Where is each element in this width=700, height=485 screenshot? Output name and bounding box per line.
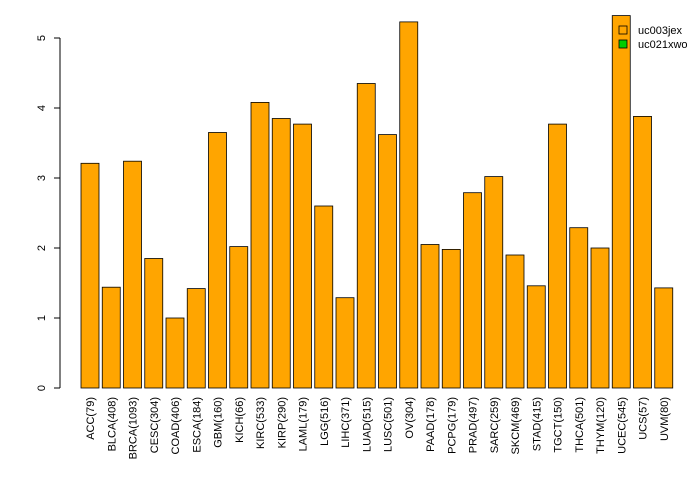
bar-LAML(179)	[293, 123, 312, 389]
bar-KICH(66)	[229, 246, 249, 389]
x-tick-label: CESC(304)	[149, 397, 161, 453]
x-tick-label: OV(304)	[404, 397, 416, 439]
x-tick-label: KICH(66)	[234, 397, 246, 443]
y-tick-label: 3	[36, 175, 48, 181]
x-tick-label: UVM(80)	[659, 397, 671, 441]
bar-COAD(406)	[165, 317, 185, 389]
x-tick-label: LUAD(515)	[361, 397, 373, 452]
legend-swatch	[618, 39, 628, 49]
x-tick-labels: ACC(79) BLCA(408) BRCA(1093) CESC(304) COAD(…	[85, 397, 671, 459]
x-tick-label: THCA(501)	[574, 397, 586, 453]
x-tick-label: SKCM(469)	[510, 397, 522, 454]
y-axis: 0 1 2 3 4 5	[36, 35, 61, 391]
legend-label: uc021xwo	[638, 39, 688, 51]
bar-UVM(80)	[654, 287, 674, 389]
x-tick-label: UCEC(545)	[616, 397, 628, 454]
bars	[80, 15, 674, 389]
x-tick-label: BRCA(1093)	[128, 397, 140, 459]
legend: uc003jex uc021xwo	[618, 25, 688, 51]
bar-GBM(160)	[208, 132, 227, 389]
y-tick-label: 1	[36, 315, 48, 321]
bar-STAD(415)	[526, 285, 546, 389]
x-tick-label: PAAD(178)	[425, 397, 437, 452]
bar-CESC(304)	[144, 258, 164, 389]
x-tick-label: COAD(406)	[170, 397, 182, 454]
bar-KIRC(533)	[250, 102, 270, 389]
bar-THCA(501)	[569, 227, 589, 389]
x-tick-label: ESCA(184)	[191, 397, 203, 453]
bar-UCS(57)	[633, 116, 652, 389]
x-tick-label: LUSC(501)	[383, 397, 395, 452]
bar-PCPG(179)	[441, 248, 461, 389]
legend-swatch	[618, 25, 628, 35]
x-tick-label: ACC(79)	[85, 397, 97, 440]
bar-BLCA(408)	[101, 286, 121, 389]
bar-KIRP(290)	[271, 118, 291, 389]
x-tick-label: LGG(516)	[319, 397, 331, 446]
x-tick-label: STAD(415)	[531, 397, 543, 451]
x-tick-label: BLCA(408)	[106, 397, 118, 451]
bar-LGG(516)	[314, 205, 334, 389]
x-tick-label: THYM(120)	[595, 397, 607, 454]
x-tick-label: SARC(259)	[489, 397, 501, 453]
bar-SKCM(469)	[505, 254, 525, 389]
y-tick-label: 5	[36, 35, 48, 41]
bar-LUSC(501)	[378, 134, 397, 389]
x-tick-label: KIRC(533)	[255, 397, 267, 449]
x-tick-label: UCS(57)	[638, 397, 650, 440]
bar-BRCA(1093)	[123, 160, 142, 389]
bar-SARC(259)	[484, 176, 504, 389]
x-tick-label: LIHC(371)	[340, 397, 352, 448]
legend-label: uc003jex	[638, 25, 683, 37]
y-tick-label: 4	[36, 105, 48, 111]
x-tick-label: KIRP(290)	[276, 397, 288, 448]
bar-PRAD(497)	[463, 192, 482, 389]
x-tick-label: LAML(179)	[298, 397, 310, 451]
bar-UCEC(545)	[611, 15, 631, 389]
bar-LIHC(371)	[335, 297, 355, 389]
x-tick-label: TGCT(150)	[553, 397, 565, 453]
y-tick-label: 0	[36, 385, 48, 391]
bar-LUAD(515)	[356, 83, 376, 389]
bar-OV(304)	[399, 21, 419, 389]
bar-ACC(79)	[80, 162, 100, 389]
bar-PAAD(178)	[420, 244, 440, 389]
bar-TGCT(150)	[548, 123, 567, 389]
x-tick-label: GBM(160)	[213, 397, 225, 448]
bar-THYM(120)	[590, 247, 610, 389]
x-tick-label: PCPG(179)	[446, 397, 458, 454]
y-tick-label: 2	[36, 245, 48, 251]
bar-ESCA(184)	[186, 288, 206, 389]
x-tick-label: PRAD(497)	[468, 397, 480, 453]
